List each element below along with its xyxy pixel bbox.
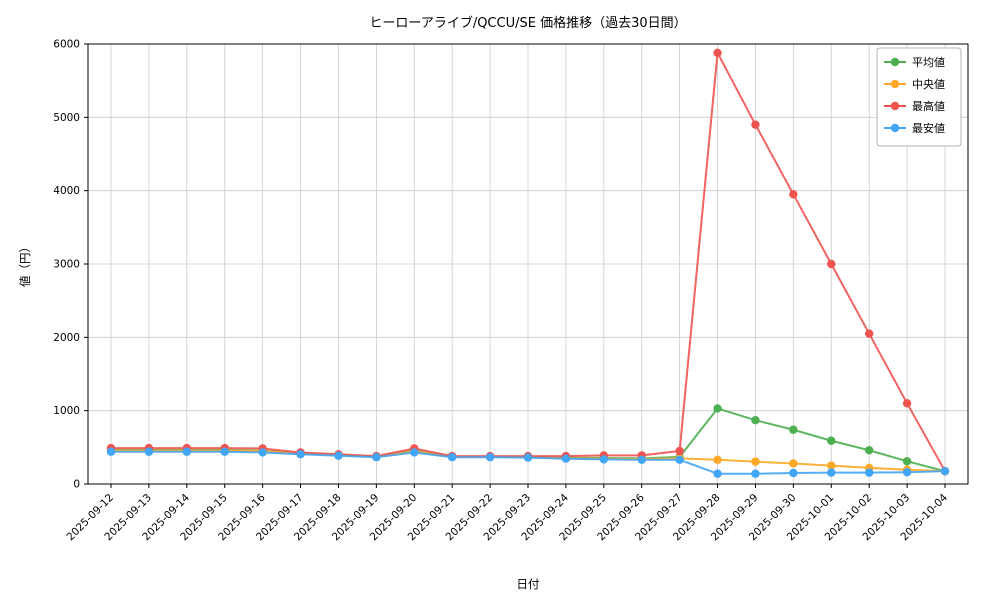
legend-marker-point	[890, 101, 900, 111]
series-point	[864, 446, 874, 455]
series-point	[940, 466, 950, 476]
series-point	[789, 459, 798, 468]
series-point	[751, 120, 760, 129]
series-point	[713, 469, 722, 478]
y-tick-label: 2000	[53, 332, 80, 344]
y-tick-label: 0	[73, 479, 80, 491]
series-point	[713, 404, 722, 413]
series-point	[258, 448, 267, 457]
series-point	[675, 446, 684, 456]
legend-marker-point	[890, 57, 900, 67]
chart-title: ヒーローアライブ/QCCU/SE 価格推移（過去30日間）	[369, 16, 687, 31]
series-point	[410, 448, 419, 457]
series-point	[827, 468, 836, 477]
series-point	[485, 453, 495, 462]
series-point	[334, 451, 343, 460]
series-point	[902, 399, 912, 408]
series-point	[220, 447, 229, 456]
series-point	[182, 447, 192, 456]
series-point	[864, 329, 874, 338]
series-point	[523, 453, 533, 462]
series-point	[789, 190, 798, 199]
series-point	[713, 455, 722, 464]
series-最安値	[106, 447, 950, 478]
series-point	[751, 457, 760, 466]
legend-item-中央値: 中央値	[884, 78, 945, 91]
series-point	[599, 455, 609, 464]
series-point	[561, 454, 571, 463]
legend-box	[876, 47, 962, 147]
series-point	[372, 453, 381, 462]
x-axis: 2025-09-122025-09-132025-09-142025-09-15…	[64, 484, 950, 543]
x-axis-label: 日付	[516, 577, 540, 591]
series-point	[447, 453, 457, 462]
series-point	[106, 447, 116, 456]
series-point	[296, 450, 305, 459]
y-tick-label: 3000	[53, 259, 80, 271]
legend-marker-point	[890, 79, 900, 89]
series-point	[827, 461, 836, 470]
series-point	[902, 468, 912, 477]
legend-item-平均値: 平均値	[884, 56, 945, 69]
series-point	[789, 468, 798, 478]
legend-item-label: 中央値	[912, 78, 945, 91]
legend-item-最高値: 最高値	[884, 99, 945, 113]
series-point	[144, 447, 154, 456]
series-point	[675, 455, 684, 464]
series-point	[827, 436, 836, 445]
series-point	[637, 455, 646, 464]
series-point	[789, 425, 798, 434]
legend-marker-point	[890, 123, 900, 133]
y-tick-label: 6000	[53, 39, 80, 51]
legend-item-label: 最高値	[912, 99, 945, 113]
series-point	[864, 468, 874, 477]
series-point	[751, 416, 760, 425]
y-tick-label: 1000	[53, 405, 80, 417]
series-point	[827, 259, 836, 269]
legend-item-最安値: 最安値	[884, 121, 945, 135]
series-point	[713, 48, 722, 57]
series-point	[751, 469, 760, 478]
legend-item-label: 平均値	[912, 56, 945, 69]
legend-item-label: 最安値	[912, 121, 945, 135]
y-tick-label: 4000	[53, 185, 80, 197]
series-point	[902, 457, 912, 466]
y-tick-label: 5000	[53, 112, 80, 124]
y-axis: 0 1000 2000 3000 4000 5000 6000	[53, 39, 88, 491]
